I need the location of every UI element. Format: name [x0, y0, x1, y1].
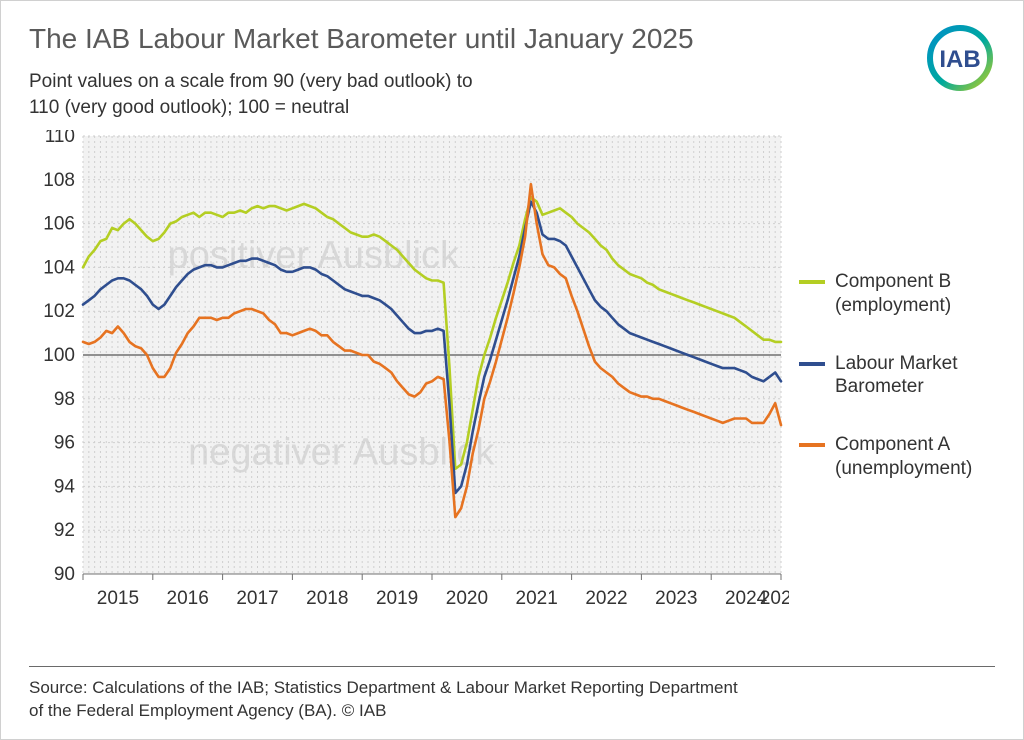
- svg-text:2025: 2025: [760, 588, 789, 609]
- svg-text:102: 102: [43, 301, 75, 322]
- legend-item: Component A (unemployment): [799, 433, 995, 481]
- svg-text:106: 106: [43, 214, 75, 235]
- footer-line1: Source: Calculations of the IAB; Statist…: [29, 678, 738, 697]
- svg-text:104: 104: [43, 258, 75, 279]
- svg-text:92: 92: [54, 520, 75, 541]
- subtitle: Point values on a scale from 90 (very ba…: [29, 69, 995, 120]
- svg-text:96: 96: [54, 433, 75, 454]
- footer-line2: of the Federal Employment Agency (BA). ©…: [29, 701, 386, 720]
- legend: Component B (employment) Labour Market Ba…: [789, 130, 995, 620]
- svg-text:2015: 2015: [97, 588, 139, 609]
- page-title: The IAB Labour Market Barometer until Ja…: [29, 23, 995, 55]
- svg-text:2023: 2023: [655, 588, 697, 609]
- legend-swatch: [799, 280, 825, 284]
- svg-text:100: 100: [43, 345, 75, 366]
- svg-text:108: 108: [43, 170, 75, 191]
- logo-text: IAB: [939, 46, 980, 73]
- line-chart: positiver Ausblicknegativer Ausblick9092…: [29, 130, 789, 620]
- svg-text:94: 94: [54, 477, 76, 498]
- svg-text:2018: 2018: [306, 588, 348, 609]
- legend-swatch: [799, 443, 825, 447]
- svg-text:2021: 2021: [516, 588, 558, 609]
- subtitle-line2: 110 (very good outlook); 100 = neutral: [29, 97, 349, 118]
- legend-swatch: [799, 362, 825, 366]
- svg-text:2022: 2022: [585, 588, 627, 609]
- subtitle-line1: Point values on a scale from 90 (very ba…: [29, 71, 473, 92]
- svg-text:98: 98: [54, 389, 75, 410]
- source-footer: Source: Calculations of the IAB; Statist…: [29, 666, 995, 723]
- svg-text:90: 90: [54, 564, 75, 585]
- svg-text:2020: 2020: [446, 588, 488, 609]
- legend-item: Component B (employment): [799, 270, 995, 318]
- iab-logo: IAB: [925, 23, 995, 93]
- legend-label: Component A (unemployment): [835, 433, 995, 481]
- svg-text:2016: 2016: [167, 588, 209, 609]
- svg-text:2017: 2017: [236, 588, 278, 609]
- legend-label: Component B (employment): [835, 270, 995, 318]
- svg-text:2019: 2019: [376, 588, 418, 609]
- svg-text:110: 110: [45, 130, 75, 147]
- legend-label: Labour Market Barometer: [835, 352, 995, 400]
- legend-item: Labour Market Barometer: [799, 352, 995, 400]
